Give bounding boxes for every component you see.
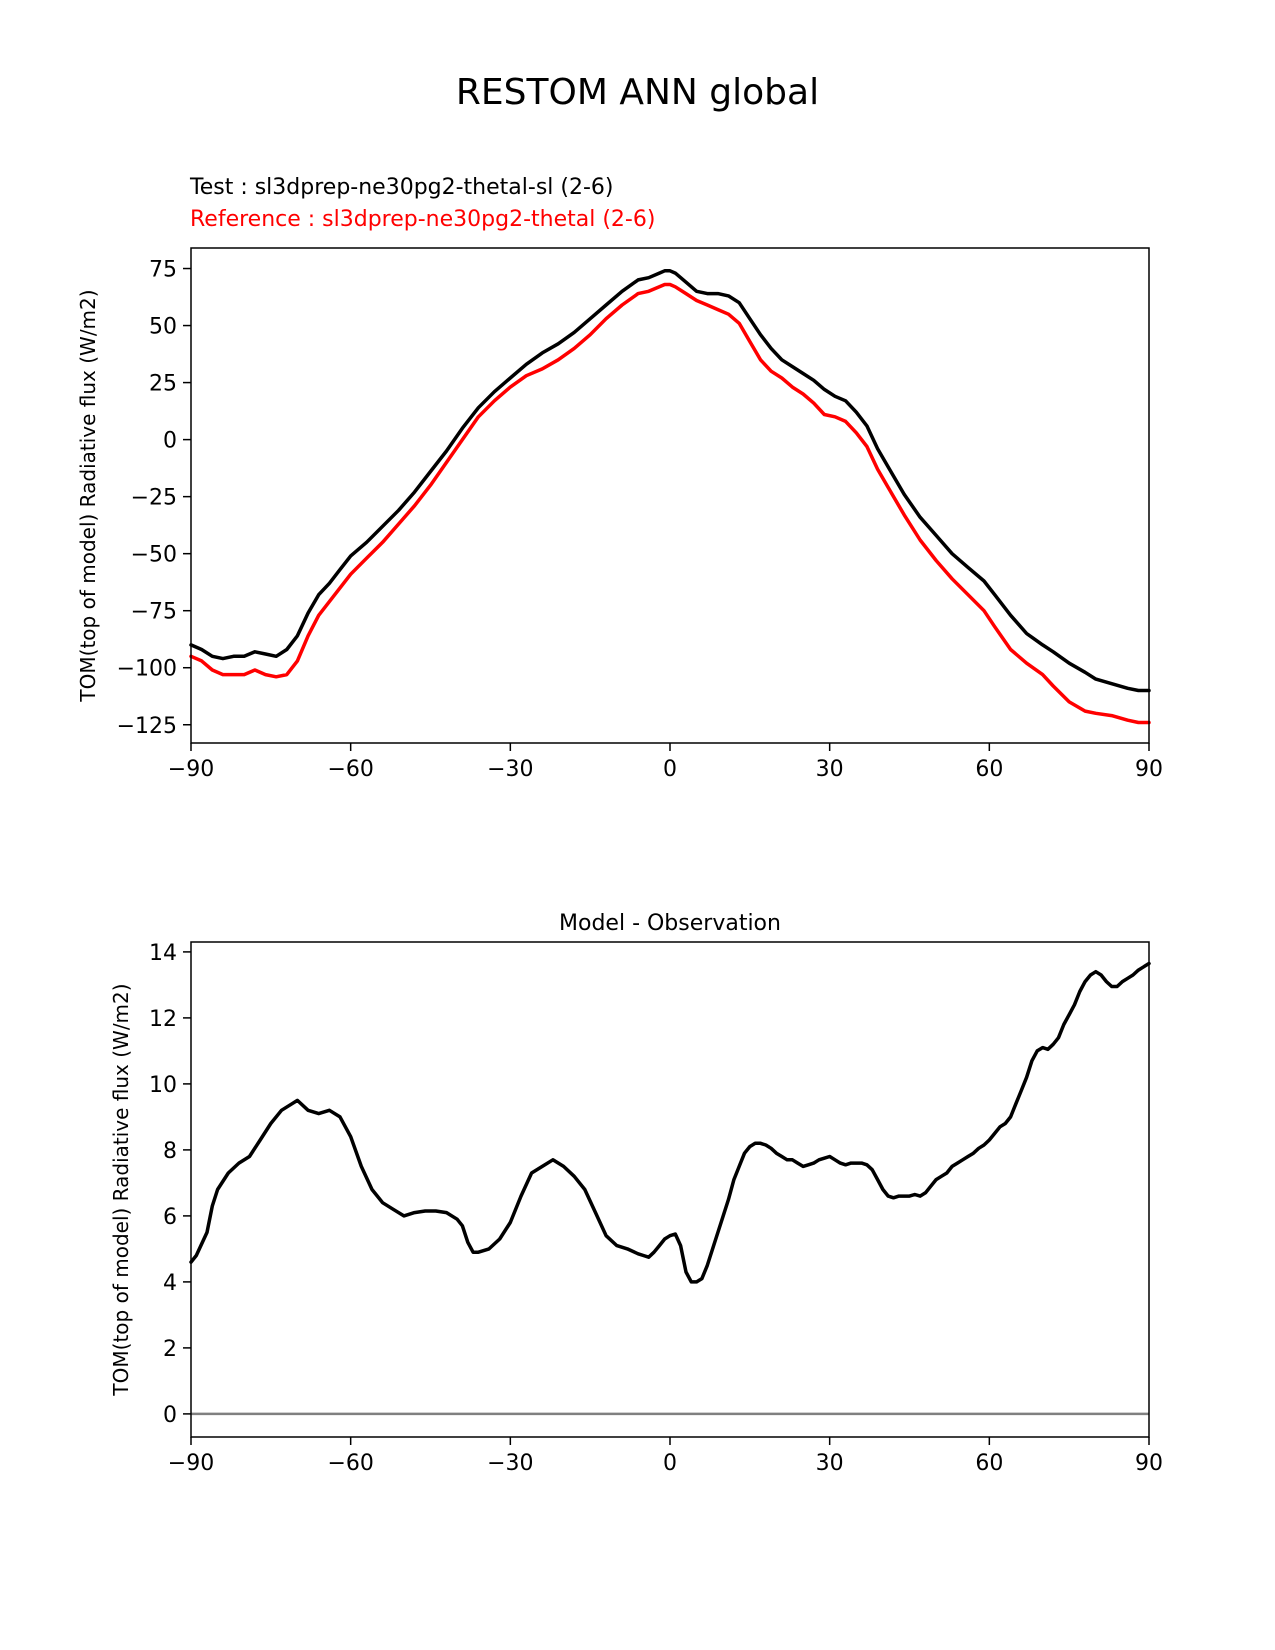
x-tick-label: 90 bbox=[1135, 757, 1163, 782]
y-axis-label: TOM(top of model) Radiative flux (W/m2) bbox=[76, 289, 100, 702]
x-tick-label: −90 bbox=[168, 757, 214, 782]
y-tick-label: 14 bbox=[149, 941, 177, 966]
x-tick-label: 90 bbox=[1135, 1451, 1163, 1476]
y-tick-label: 25 bbox=[149, 372, 177, 397]
x-tick-label: 60 bbox=[975, 757, 1003, 782]
x-tick-label: −60 bbox=[327, 1451, 373, 1476]
chart-title: Model - Observation bbox=[559, 911, 781, 936]
y-tick-label: −25 bbox=[131, 486, 177, 511]
y-tick-label: 12 bbox=[149, 1007, 177, 1032]
test-label: Test : sl3dprep-ne30pg2-thetal-sl (2-6) bbox=[190, 175, 614, 200]
x-tick-label: −30 bbox=[487, 757, 533, 782]
y-tick-label: −100 bbox=[117, 657, 177, 682]
x-tick-label: 0 bbox=[663, 757, 677, 782]
x-tick-label: −60 bbox=[327, 757, 373, 782]
y-tick-label: 6 bbox=[163, 1205, 177, 1230]
chart-panel-bottom: Model - Observation−90 −60 −30 0 30 60 9014121… bbox=[109, 911, 1163, 1476]
y-tick-label: 0 bbox=[163, 1403, 177, 1428]
series-line-test bbox=[189, 269, 1151, 693]
y-axis-label: TOM(top of model) Radiative flux (W/m2) bbox=[109, 983, 133, 1396]
chart-panel-top: −90 −60 −30 0 30 60 90 75 50 25 0 −25 −50 −75 −100 −125… bbox=[76, 247, 1163, 782]
y-tick-label: 4 bbox=[163, 1271, 177, 1296]
x-tick-label: 60 bbox=[975, 1451, 1003, 1476]
figure-title: RESTOM ANN global bbox=[455, 72, 820, 113]
reference-label: Reference : sl3dprep-ne30pg2-thetal (2-6… bbox=[190, 207, 656, 232]
plot-frame bbox=[190, 941, 1150, 1438]
x-tick-label: 30 bbox=[816, 757, 844, 782]
series-line-reference bbox=[189, 282, 1151, 725]
y-tick-label: −75 bbox=[131, 600, 177, 625]
y-tick-label: 0 bbox=[163, 429, 177, 454]
y-tick-label: 2 bbox=[163, 1337, 177, 1362]
x-tick-label: −90 bbox=[168, 1451, 214, 1476]
y-tick-label: −125 bbox=[117, 714, 177, 739]
y-tick-label: 50 bbox=[149, 315, 177, 340]
plot-frame bbox=[190, 247, 1150, 744]
series-line-test bbox=[189, 961, 1151, 1284]
y-tick-label: 10 bbox=[149, 1073, 177, 1098]
y-tick-label: −50 bbox=[131, 543, 177, 568]
y-tick-label: 75 bbox=[149, 258, 177, 283]
y-tick-label: 8 bbox=[163, 1139, 177, 1164]
x-tick-label: 0 bbox=[663, 1451, 677, 1476]
x-tick-label: 30 bbox=[816, 1451, 844, 1476]
x-tick-label: −30 bbox=[487, 1451, 533, 1476]
